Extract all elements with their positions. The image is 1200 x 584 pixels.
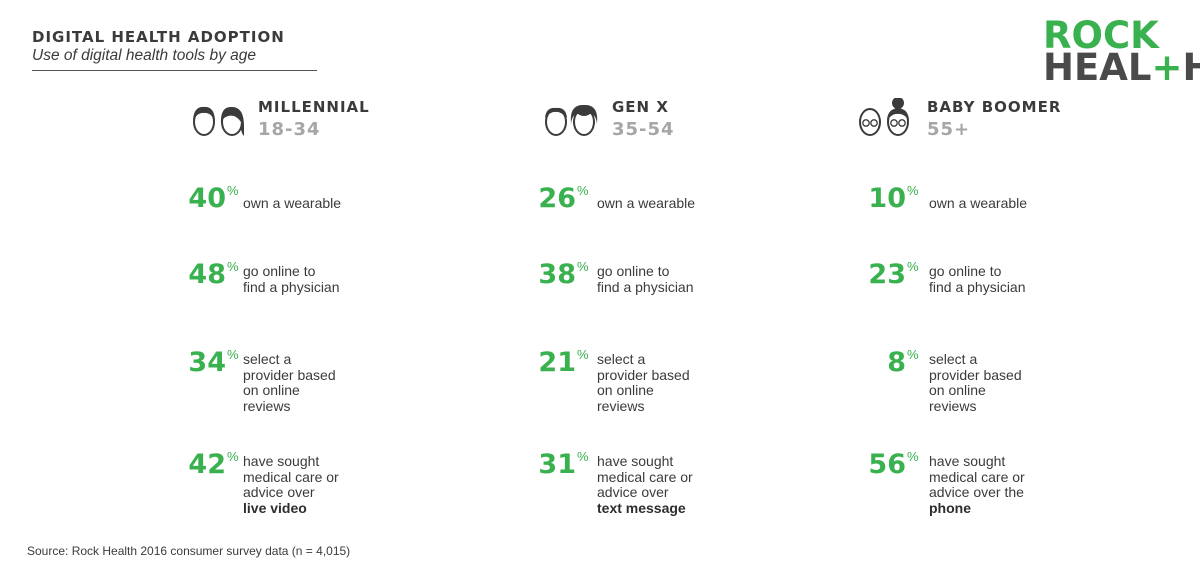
percent-sign: % xyxy=(907,259,919,274)
stat-label-line: go online to xyxy=(929,263,1002,279)
stat-label: select a provider based on online reviews xyxy=(929,351,1022,414)
logo-line-1: ROCK xyxy=(1043,14,1159,57)
stat-label-line: reviews xyxy=(929,397,977,414)
stat-label-line: medical care or xyxy=(929,468,1025,485)
stat-label: go online to find a physician xyxy=(597,263,694,295)
generation-name: GEN X xyxy=(612,98,669,116)
logo-plus: + xyxy=(1151,46,1183,89)
stat-label: own a wearable xyxy=(597,195,696,212)
stat-label-line: provider based xyxy=(243,366,336,383)
logo-line-2a: HEAL xyxy=(1043,46,1152,89)
stat-label-line: reviews xyxy=(243,397,291,414)
stat-value: 38 xyxy=(538,259,576,290)
percent-sign: % xyxy=(907,183,919,198)
stat-label-line: advice over xyxy=(243,484,315,500)
percent-sign: % xyxy=(577,183,589,198)
stat-label-line: go online to xyxy=(243,263,316,279)
generation-age: 55+ xyxy=(927,119,971,140)
percent-sign: % xyxy=(907,449,919,464)
percent-sign: % xyxy=(907,347,919,362)
stat-label-line: find a physician xyxy=(929,278,1026,295)
stat-value: 48 xyxy=(188,259,226,290)
title-divider xyxy=(32,70,317,71)
logo-line-2b: H xyxy=(1182,46,1200,89)
stat-label-line: select a xyxy=(929,351,978,367)
stat-label: go online to find a physician xyxy=(243,263,340,295)
percent-sign: % xyxy=(227,449,239,464)
stat-label-line: go online to xyxy=(597,263,670,279)
stat-value: 26 xyxy=(538,183,576,214)
stat-label-line: have sought xyxy=(597,453,674,469)
millennial-faces-icon xyxy=(193,98,249,147)
stat-label: have sought medical care or advice over th… xyxy=(929,453,1025,516)
stat-label-line: provider based xyxy=(929,366,1022,383)
stat-label-line: select a xyxy=(597,351,646,367)
stat-label: select a provider based on online reviews xyxy=(597,351,690,414)
stat-label-line: have sought xyxy=(929,453,1006,469)
logo-line-2: HEAL+H xyxy=(1043,49,1200,86)
stat-label: own a wearable xyxy=(929,195,1028,212)
percent-sign: % xyxy=(577,259,589,274)
stat-label: have sought medical care or advice over liv… xyxy=(243,453,339,516)
rock-health-logo: ROCK HEAL+H xyxy=(1043,14,1200,86)
stat-label-line: advice over the xyxy=(929,484,1024,500)
stat-label: own a wearable xyxy=(243,195,342,212)
stat-label-line: on online xyxy=(929,382,986,398)
stat-value: 42 xyxy=(188,449,226,480)
genx-faces-icon xyxy=(545,98,601,147)
stat-label-line: select a xyxy=(243,351,292,367)
stat-value: 23 xyxy=(868,259,906,290)
generation-age: 18-34 xyxy=(258,119,321,140)
percent-sign: % xyxy=(577,347,589,362)
generation-name: MILLENNIAL xyxy=(258,98,370,116)
stat-label-emphasis: live video xyxy=(243,499,307,516)
stat-label-line: medical care or xyxy=(597,468,693,485)
boomer-faces-icon xyxy=(859,97,915,147)
stat-value: 56 xyxy=(868,449,906,480)
stat-label: go online to find a physician xyxy=(929,263,1026,295)
stat-label-line: own a wearable xyxy=(243,195,342,211)
stat-label-line: advice over xyxy=(597,484,669,500)
stat-label-line: own a wearable xyxy=(929,195,1028,211)
stat-label: have sought medical care or advice over tex… xyxy=(597,453,693,516)
stat-label-line: find a physician xyxy=(597,278,694,295)
page-subtitle: Use of digital health tools by age xyxy=(32,47,257,64)
percent-sign: % xyxy=(577,449,589,464)
generation-age: 35-54 xyxy=(612,119,675,140)
stat-value: 10 xyxy=(868,183,906,214)
stat-value: 40 xyxy=(188,183,226,214)
stat-label-line: medical care or xyxy=(243,468,339,485)
percent-sign: % xyxy=(227,259,239,274)
generation-name: BABY BOOMER xyxy=(927,98,1062,116)
stat-label-line: on online xyxy=(597,382,654,398)
stat-label-line: reviews xyxy=(597,397,645,414)
stat-value: 31 xyxy=(538,449,576,480)
stat-label-line: have sought xyxy=(243,453,320,469)
percent-sign: % xyxy=(227,347,239,362)
page-title: DIGITAL HEALTH ADOPTION xyxy=(32,28,285,46)
source-note: Source: Rock Health 2016 consumer survey… xyxy=(27,544,351,558)
stat-label-line: own a wearable xyxy=(597,195,696,211)
stat-value: 8 xyxy=(887,347,906,378)
stat-label: select a provider based on online reviews xyxy=(243,351,336,414)
stat-label-line: find a physician xyxy=(243,278,340,295)
percent-sign: % xyxy=(227,183,239,198)
stat-label-line: on online xyxy=(243,382,300,398)
stat-value: 34 xyxy=(188,347,226,378)
stat-value: 21 xyxy=(538,347,576,378)
stat-label-emphasis: phone xyxy=(929,499,971,516)
stat-label-emphasis: text message xyxy=(597,499,686,516)
stat-label-line: provider based xyxy=(597,366,690,383)
